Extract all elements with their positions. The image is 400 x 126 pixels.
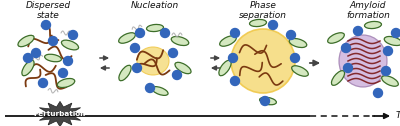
Text: Perturbation: Perturbation <box>34 111 86 117</box>
Ellipse shape <box>220 36 236 46</box>
Ellipse shape <box>332 71 344 85</box>
Circle shape <box>260 97 270 105</box>
Circle shape <box>48 37 58 45</box>
Circle shape <box>132 64 142 72</box>
Circle shape <box>42 21 50 29</box>
Ellipse shape <box>292 66 308 76</box>
Circle shape <box>268 21 278 29</box>
Circle shape <box>38 78 48 87</box>
Circle shape <box>160 28 170 38</box>
Text: Amyloid
formation: Amyloid formation <box>346 1 390 20</box>
Text: Nucleation: Nucleation <box>131 1 179 10</box>
Ellipse shape <box>119 33 135 43</box>
Ellipse shape <box>364 21 382 29</box>
Circle shape <box>384 46 392 55</box>
Ellipse shape <box>171 37 189 45</box>
Circle shape <box>290 54 300 62</box>
Circle shape <box>24 54 32 62</box>
Ellipse shape <box>328 33 344 43</box>
Ellipse shape <box>339 35 387 87</box>
Circle shape <box>342 43 350 53</box>
Text: Dispersed
state: Dispersed state <box>26 1 70 20</box>
Polygon shape <box>36 101 84 126</box>
Ellipse shape <box>382 76 398 86</box>
Ellipse shape <box>260 97 276 105</box>
Circle shape <box>344 64 352 72</box>
Text: Time: Time <box>396 112 400 120</box>
Circle shape <box>130 43 140 53</box>
Circle shape <box>374 88 382 98</box>
Circle shape <box>228 54 238 62</box>
Circle shape <box>231 29 295 93</box>
Ellipse shape <box>18 35 34 47</box>
Ellipse shape <box>137 47 169 75</box>
Circle shape <box>392 28 400 38</box>
Circle shape <box>230 28 240 38</box>
Ellipse shape <box>119 65 131 81</box>
Ellipse shape <box>219 60 231 76</box>
Circle shape <box>64 56 72 66</box>
Circle shape <box>354 26 362 36</box>
Ellipse shape <box>62 40 78 50</box>
Circle shape <box>68 30 78 39</box>
Circle shape <box>168 49 178 57</box>
Circle shape <box>230 76 240 86</box>
Ellipse shape <box>175 62 191 74</box>
Circle shape <box>136 28 144 38</box>
Ellipse shape <box>57 78 75 88</box>
Ellipse shape <box>289 38 307 48</box>
Ellipse shape <box>22 60 34 76</box>
Ellipse shape <box>45 54 61 62</box>
Ellipse shape <box>250 19 266 27</box>
Text: Phase
separation: Phase separation <box>239 1 287 20</box>
Circle shape <box>146 84 154 92</box>
Circle shape <box>382 67 390 75</box>
Circle shape <box>172 71 182 80</box>
Circle shape <box>58 69 68 77</box>
Circle shape <box>32 49 40 57</box>
Circle shape <box>286 30 296 39</box>
Ellipse shape <box>384 37 400 45</box>
Ellipse shape <box>146 24 164 32</box>
Ellipse shape <box>152 87 168 95</box>
